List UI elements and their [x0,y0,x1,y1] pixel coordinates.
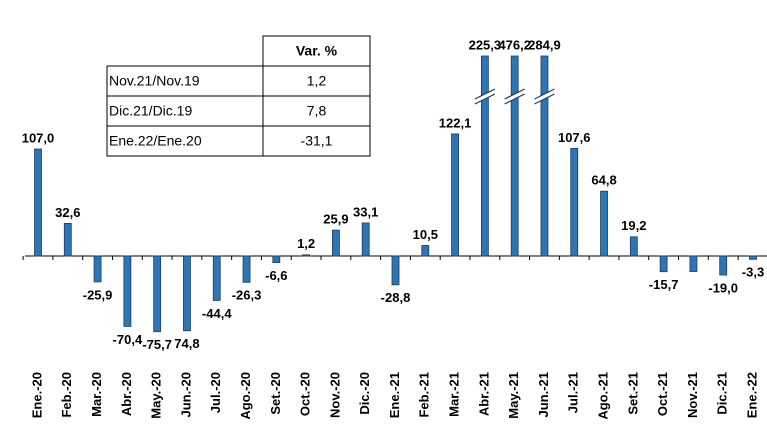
x-tick-label: Abr.-20 [119,372,134,416]
x-tick-label: Ene.-21 [387,372,402,418]
x-tick-label: Set.-21 [625,372,640,415]
value-label: 107,6 [558,130,591,145]
value-label: -70,4 [113,332,143,347]
value-label: -25,9 [83,287,113,302]
x-tick-label: Dic.-20 [357,372,372,415]
value-label: 19,2 [621,218,646,233]
value-label: 74,8 [174,336,199,351]
bar [510,55,519,257]
bar [570,147,579,257]
bar [302,254,311,257]
x-tick-label: Ago.-21 [595,372,610,420]
table-value: 1,2 [307,73,327,89]
axis-break [534,88,555,100]
value-label: 64,8 [591,173,616,188]
table-header: Var. % [296,43,338,59]
x-tick-label: Jun.-21 [536,372,551,418]
table-value: -31,1 [301,133,333,149]
axis-break [534,89,555,104]
table-row-label: Nov.21/Nov.19 [109,73,200,89]
value-label: 225,3 [469,37,502,52]
x-tick-label: Nov.-20 [327,372,342,418]
value-label: -26,3 [232,288,262,303]
bar [212,255,221,301]
bar [540,55,549,257]
bar [153,255,162,333]
value-label: 32,6 [55,205,80,220]
x-tick-label: Oct.-20 [298,372,313,416]
bar [689,255,698,272]
table-row-label: Dic.21/Dic.19 [109,103,192,119]
table-row-label: Ene.22/Ene.20 [109,133,202,149]
table-cell [262,125,371,157]
axis-break [474,89,495,104]
axis-break [504,93,525,105]
bar [272,255,281,263]
axis-break [504,88,525,100]
x-tick-label: Set.-20 [268,372,283,415]
x-tick-label: Jun.-20 [178,372,193,418]
value-label: 25,9 [323,212,348,227]
table-cell [262,65,371,97]
x-tick-label: Jul.-20 [208,372,223,413]
bar [749,255,757,260]
bar [361,222,370,257]
x-tick-label: Jul.-21 [566,372,581,413]
bar [629,236,638,257]
x-tick-label: May.-21 [506,372,521,419]
x-tick-label: Ago.-20 [238,372,253,420]
axis-break [474,93,496,105]
x-tick-label: Mar.-20 [89,372,104,417]
value-label: -44,4 [202,306,232,321]
value-label: -19,0 [708,280,738,295]
value-label: -3,3 [742,265,764,280]
x-tick-label: Feb.-20 [59,372,74,418]
x-tick-label: May.-20 [149,372,164,419]
bar [600,190,608,257]
value-label: 122,1 [439,115,472,130]
x-tick-label: Feb.-21 [417,372,432,418]
value-label: 107,0 [22,130,55,145]
table-cell [106,65,264,97]
value-label: -15,7 [649,277,679,292]
x-tick-label: Oct.-21 [655,372,670,416]
x-tick-label: Ene.-22 [744,372,759,418]
bar [480,55,489,257]
bar [93,255,102,283]
bar [421,245,430,257]
bar [183,255,191,332]
value-label: -75,7 [142,337,172,352]
summary-table: Var. % Nov.21/Nov.19 1,2 Dic.21/Dic.19 7,8 En… [106,35,371,157]
axis-break [504,89,525,104]
x-tick-label: Ene.-20 [29,372,44,418]
bar [34,148,42,257]
bar [123,255,132,327]
axis-break [534,93,555,105]
value-label: 33,1 [353,204,378,219]
x-tick-label: Mar.-21 [447,372,462,417]
bar [391,255,400,286]
value-label: 476,2 [498,37,531,52]
value-label: 284,9 [528,37,561,52]
x-tick-label: Dic.-21 [715,372,730,415]
x-tick-label: Abr.-21 [476,372,491,416]
bar [451,133,459,257]
value-label: 1,2 [297,236,315,251]
bar [242,255,251,283]
bar [659,255,668,273]
bar [332,229,340,257]
axis-break [474,88,496,100]
bar [719,255,728,276]
value-label: -28,8 [381,290,411,305]
table-value: 7,8 [307,103,327,119]
table-cell [106,125,264,157]
value-label: -6,6 [265,268,287,283]
bar [63,222,72,257]
value-label: 10,5 [413,227,438,242]
x-tick-label: Nov.-21 [685,372,700,418]
table-cell [262,35,371,67]
